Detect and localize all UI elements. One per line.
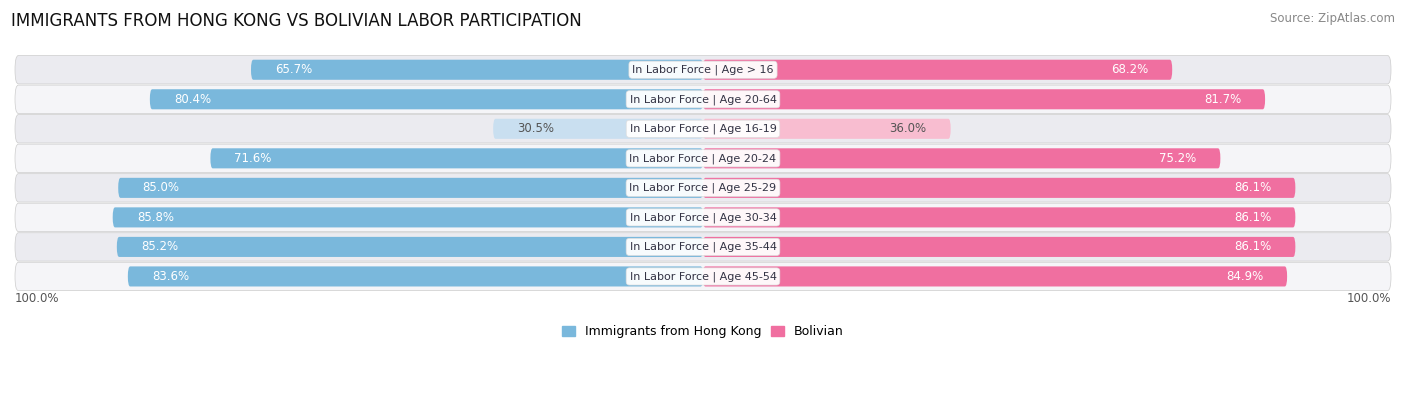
FancyBboxPatch shape — [252, 60, 703, 80]
Text: Source: ZipAtlas.com: Source: ZipAtlas.com — [1270, 12, 1395, 25]
FancyBboxPatch shape — [703, 89, 1265, 109]
FancyBboxPatch shape — [494, 119, 703, 139]
FancyBboxPatch shape — [703, 60, 1173, 80]
Text: 100.0%: 100.0% — [15, 292, 59, 305]
FancyBboxPatch shape — [15, 203, 1391, 231]
FancyBboxPatch shape — [703, 119, 950, 139]
Text: In Labor Force | Age 45-54: In Labor Force | Age 45-54 — [630, 271, 776, 282]
Text: 85.8%: 85.8% — [136, 211, 174, 224]
FancyBboxPatch shape — [15, 56, 1391, 84]
FancyBboxPatch shape — [703, 266, 1286, 286]
FancyBboxPatch shape — [112, 207, 703, 228]
FancyBboxPatch shape — [15, 115, 1391, 143]
Text: 85.0%: 85.0% — [142, 181, 180, 194]
Text: In Labor Force | Age > 16: In Labor Force | Age > 16 — [633, 64, 773, 75]
Text: 65.7%: 65.7% — [276, 63, 312, 76]
Text: In Labor Force | Age 20-24: In Labor Force | Age 20-24 — [630, 153, 776, 164]
FancyBboxPatch shape — [15, 262, 1391, 291]
FancyBboxPatch shape — [118, 178, 703, 198]
Text: IMMIGRANTS FROM HONG KONG VS BOLIVIAN LABOR PARTICIPATION: IMMIGRANTS FROM HONG KONG VS BOLIVIAN LA… — [11, 12, 582, 30]
FancyBboxPatch shape — [703, 207, 1295, 228]
FancyBboxPatch shape — [117, 237, 703, 257]
Text: 100.0%: 100.0% — [1347, 292, 1391, 305]
FancyBboxPatch shape — [703, 178, 1295, 198]
FancyBboxPatch shape — [703, 237, 1295, 257]
Text: 81.7%: 81.7% — [1204, 93, 1241, 106]
FancyBboxPatch shape — [15, 144, 1391, 173]
Text: 68.2%: 68.2% — [1111, 63, 1149, 76]
Text: 75.2%: 75.2% — [1159, 152, 1197, 165]
FancyBboxPatch shape — [15, 233, 1391, 261]
FancyBboxPatch shape — [211, 148, 703, 168]
Text: 30.5%: 30.5% — [517, 122, 554, 135]
Text: 83.6%: 83.6% — [152, 270, 188, 283]
Legend: Immigrants from Hong Kong, Bolivian: Immigrants from Hong Kong, Bolivian — [557, 320, 849, 343]
Text: 86.1%: 86.1% — [1234, 241, 1271, 254]
Text: In Labor Force | Age 20-64: In Labor Force | Age 20-64 — [630, 94, 776, 105]
Text: In Labor Force | Age 25-29: In Labor Force | Age 25-29 — [630, 182, 776, 193]
Text: 85.2%: 85.2% — [141, 241, 179, 254]
FancyBboxPatch shape — [150, 89, 703, 109]
Text: 80.4%: 80.4% — [174, 93, 211, 106]
Text: In Labor Force | Age 16-19: In Labor Force | Age 16-19 — [630, 124, 776, 134]
Text: 86.1%: 86.1% — [1234, 211, 1271, 224]
Text: In Labor Force | Age 35-44: In Labor Force | Age 35-44 — [630, 242, 776, 252]
Text: In Labor Force | Age 30-34: In Labor Force | Age 30-34 — [630, 212, 776, 223]
Text: 84.9%: 84.9% — [1226, 270, 1263, 283]
FancyBboxPatch shape — [15, 174, 1391, 202]
FancyBboxPatch shape — [15, 85, 1391, 113]
Text: 36.0%: 36.0% — [890, 122, 927, 135]
Text: 71.6%: 71.6% — [235, 152, 271, 165]
FancyBboxPatch shape — [703, 148, 1220, 168]
Text: 86.1%: 86.1% — [1234, 181, 1271, 194]
FancyBboxPatch shape — [128, 266, 703, 286]
